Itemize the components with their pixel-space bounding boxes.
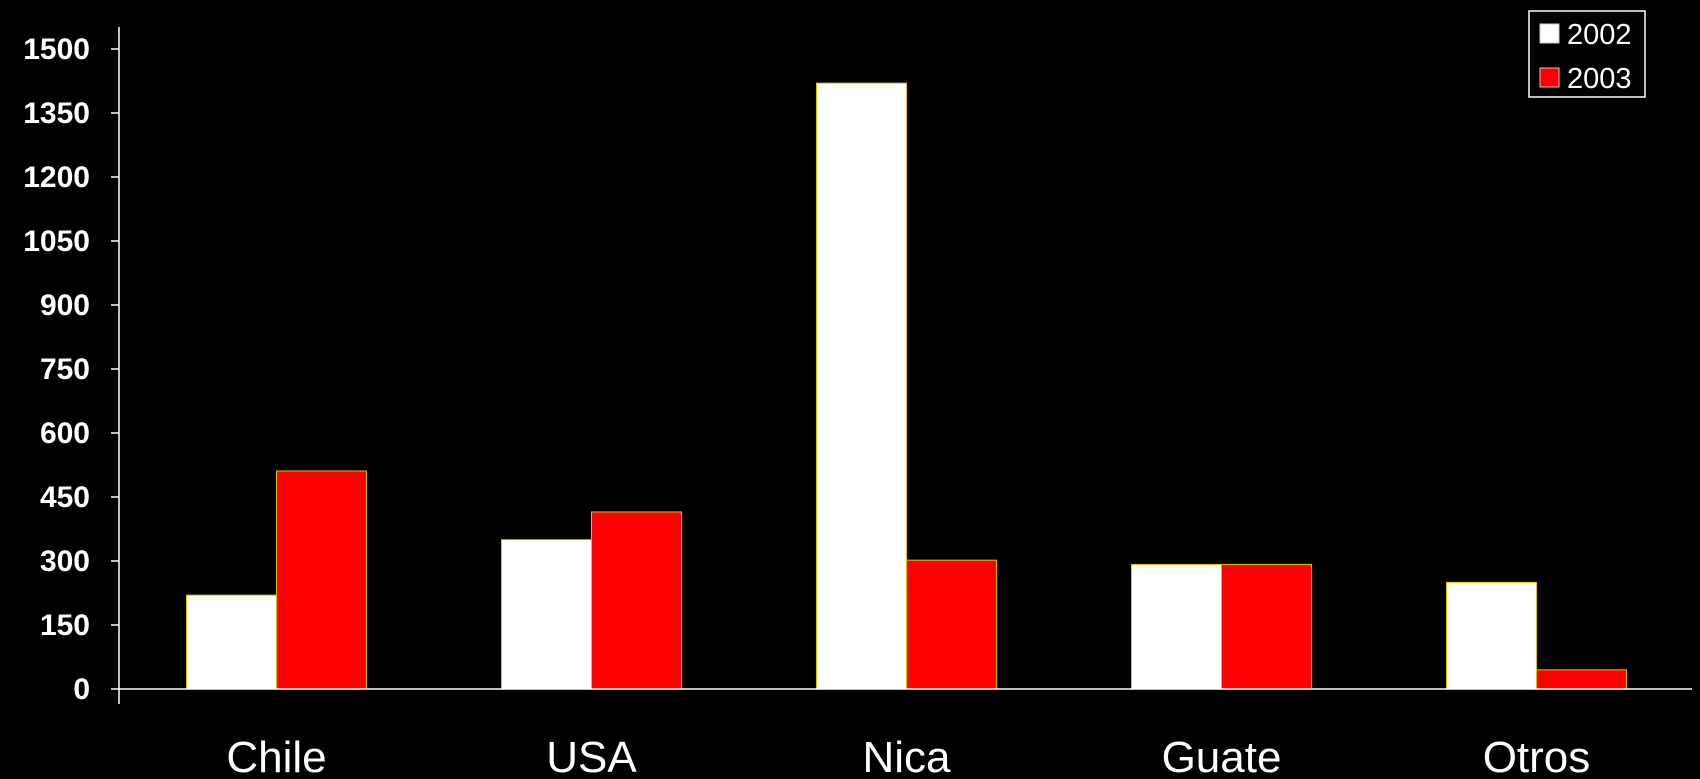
y-axis-ticks: 0 150 300 450 600 750 900 1050 1200 1350 1500	[23, 33, 119, 706]
y-tick-label: 450	[40, 481, 90, 514]
x-category-label: Nica	[862, 733, 951, 779]
legend-swatch-2003	[1539, 67, 1560, 88]
bar-2003-chile	[276, 470, 367, 690]
bar-2002-chile	[186, 594, 277, 690]
y-tick-label: 1350	[23, 97, 90, 130]
y-tick-label: 900	[40, 289, 90, 322]
legend: 2002 2003	[1528, 10, 1646, 98]
bar-2002-nica	[816, 82, 907, 690]
bar-2003-usa	[591, 511, 682, 690]
y-tick-label: 750	[40, 353, 90, 386]
y-tick-label: 1500	[23, 33, 90, 66]
y-tick-label: 300	[40, 545, 90, 578]
legend-label-2003: 2003	[1567, 63, 1632, 95]
x-category-label: Chile	[226, 733, 326, 779]
bar-2002-guate	[1131, 563, 1222, 690]
x-axis-labels: Chile USA Nica Guate Otros	[226, 733, 1590, 779]
y-tick-label: 1050	[23, 225, 90, 258]
bar-2003-otros	[1536, 669, 1627, 690]
legend-label-2002: 2002	[1567, 19, 1632, 51]
legend-swatch-2002	[1539, 23, 1560, 44]
x-category-label: Otros	[1483, 733, 1591, 779]
y-tick-label: 1200	[23, 161, 90, 194]
bar-2002-usa	[501, 539, 592, 690]
bar-2003-nica	[906, 559, 997, 690]
y-tick-label: 0	[73, 673, 90, 706]
y-tick-label: 150	[40, 609, 90, 642]
bar-2003-guate	[1221, 563, 1312, 690]
bars	[186, 82, 1627, 690]
x-category-label: Guate	[1162, 733, 1282, 779]
bar-2002-otros	[1446, 581, 1537, 690]
y-tick-label: 600	[40, 417, 90, 450]
x-category-label: USA	[546, 733, 637, 779]
